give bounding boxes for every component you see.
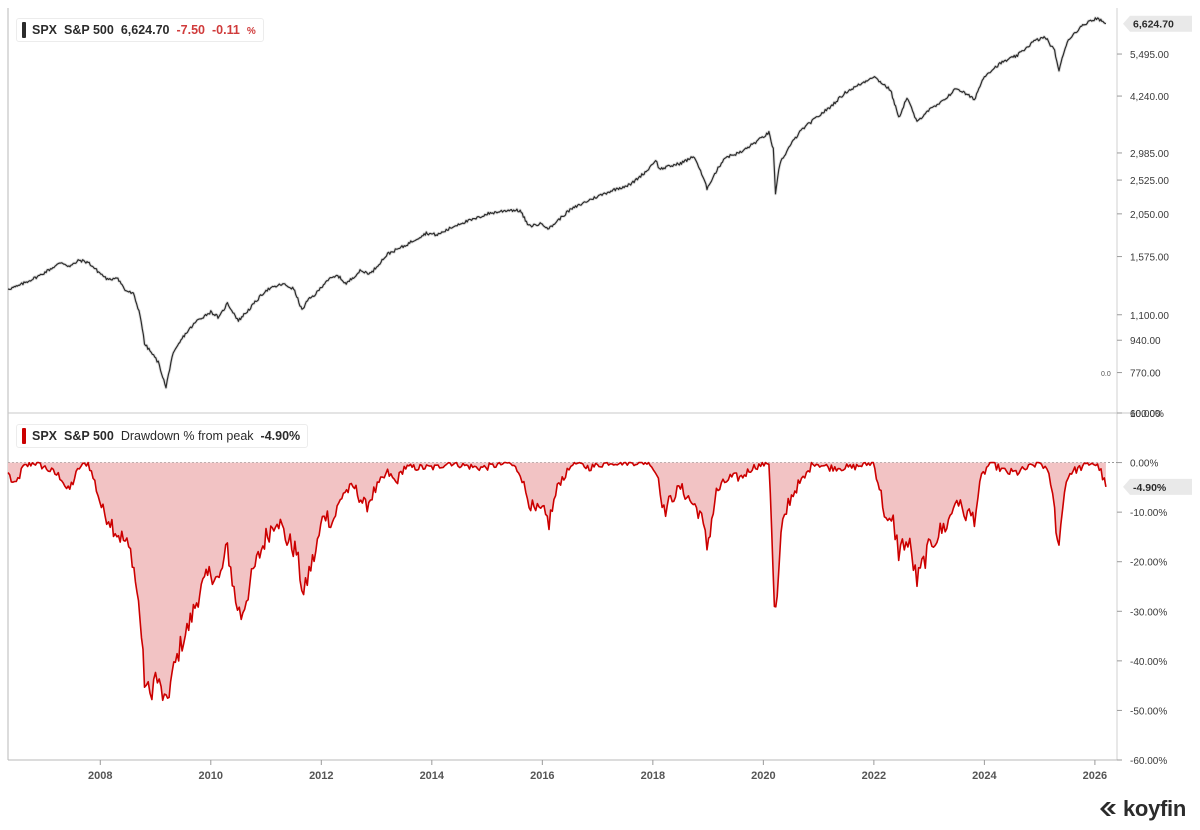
drawdown-last-tag: -4.90% <box>1123 478 1192 495</box>
drawdown-tick-label: -30.00% <box>1130 607 1167 618</box>
price-legend-change: -7.50 <box>176 23 206 37</box>
price-legend-last: 6,624.70 <box>120 23 170 37</box>
price-legend-change-pct: -0.11% <box>212 23 256 37</box>
drawdown-tick-label: 10.00% <box>1130 409 1164 420</box>
x-tick-label: 2022 <box>862 770 886 782</box>
x-tick-label: 2026 <box>1083 770 1107 782</box>
drawdown-last-tag-label: -4.90% <box>1133 482 1167 494</box>
chart-frame <box>7 8 1140 761</box>
x-tick-label: 2016 <box>530 770 554 782</box>
price-tick-label: 770.00 <box>1130 369 1161 380</box>
x-tick-label: 2012 <box>309 770 333 782</box>
price-legend-swatch <box>22 22 26 38</box>
price-tick-label: 5,495.00 <box>1130 50 1169 61</box>
price-last-tag: 6,624.70 <box>1123 15 1192 32</box>
drawdown-tick-label: -60.00% <box>1130 756 1167 767</box>
drawdown-tick-label: -50.00% <box>1130 706 1167 717</box>
price-line <box>7 17 1107 389</box>
price-tick-label: 2,050.00 <box>1130 210 1169 221</box>
drawdown-line <box>7 461 1107 702</box>
drawdown-tick-label: -20.00% <box>1130 558 1167 569</box>
price-last-tag-shape <box>1123 15 1192 32</box>
drawdown-legend-indicator: Drawdown % from peak <box>120 429 254 443</box>
price-range-shadow <box>7 16 1107 390</box>
x-tick-label: 2020 <box>751 770 775 782</box>
drawdown-tick-label: 0.00% <box>1130 459 1158 470</box>
drawdown-legend-name: S&P 500 <box>64 429 114 443</box>
x-tick-label: 2010 <box>199 770 223 782</box>
price-tick-label: 940.00 <box>1130 336 1161 347</box>
price-tick-label: 2,525.00 <box>1130 176 1169 187</box>
price-series <box>7 16 1107 390</box>
drawdown-legend-ticker: SPX <box>32 429 58 443</box>
x-tick-label: 2024 <box>972 770 997 782</box>
last-value-tags: 6,624.70 -4.90% <box>1123 15 1192 495</box>
price-tick-label: 4,240.00 <box>1130 92 1169 103</box>
price-axis: 5,495.00 4,240.00 2,985.00 2,525.00 2,050.00… <box>1117 50 1169 420</box>
koyfin-logo-icon <box>1100 802 1116 816</box>
drawdown-legend[interactable]: SPX S&P 500 Drawdown % from peak -4.90% <box>16 424 309 448</box>
x-tick-label: 2018 <box>641 770 665 782</box>
koyfin-logo-text: koyfin <box>1123 796 1186 821</box>
x-tick-label: 2008 <box>88 770 112 782</box>
change-pct-value: -0.11 <box>212 23 240 37</box>
drawdown-last-tag-shape <box>1123 478 1192 495</box>
price-tick-label: 600.00 <box>1130 409 1161 420</box>
drawdown-series <box>7 461 1107 702</box>
change-pct-sign: % <box>246 26 256 37</box>
price-legend-name: S&P 500 <box>64 23 114 37</box>
price-tick-label: 1,100.00 <box>1130 311 1169 322</box>
koyfin-logo: koyfin <box>1097 796 1186 822</box>
time-axis: 2008 2010 2012 2014 2016 2018 2020 2022 2024 2026 <box>88 760 1107 782</box>
price-legend-ticker: SPX <box>32 23 58 37</box>
drawdown-tick-label: -10.00% <box>1130 508 1167 519</box>
drawdown-legend-value: -4.90% <box>260 429 301 443</box>
drawdown-area <box>8 462 1106 701</box>
price-tick-label: 2,985.00 <box>1130 149 1169 160</box>
drawdown-tick-label: -40.00% <box>1130 657 1167 668</box>
price-axis-note: 0.0 <box>1101 371 1111 378</box>
drawdown-axis: 10.00% 0.00% -10.00% -20.00% -30.00% -40.00% -… <box>8 409 1167 767</box>
price-legend[interactable]: SPX S&P 500 6,624.70 -7.50 -0.11% <box>16 18 264 42</box>
price-last-tag-label: 6,624.70 <box>1133 19 1174 31</box>
x-tick-label: 2014 <box>420 770 445 782</box>
price-tick-label: 1,575.00 <box>1130 253 1169 264</box>
drawdown-legend-swatch <box>22 428 26 444</box>
